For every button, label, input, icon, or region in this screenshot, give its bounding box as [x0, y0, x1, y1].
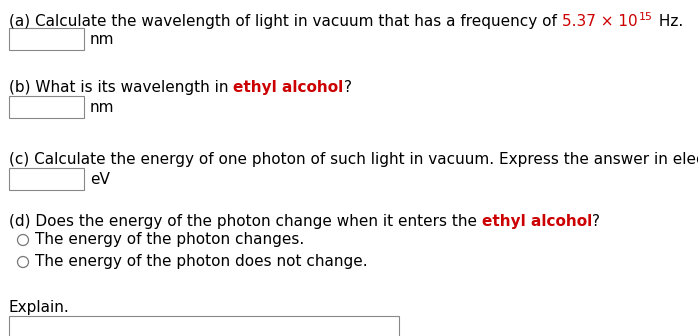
Text: The energy of the photon changes.: The energy of the photon changes.	[35, 232, 304, 247]
Text: nm: nm	[90, 99, 114, 115]
Text: eV: eV	[90, 171, 110, 186]
Text: ethyl alcohol: ethyl alcohol	[233, 80, 343, 95]
Text: ?: ?	[343, 80, 352, 95]
Text: 5.37 × 10: 5.37 × 10	[562, 14, 637, 29]
Bar	[9, 96, 84, 118]
Text: (b) What is its wavelength in: (b) What is its wavelength in	[9, 80, 233, 95]
Text: nm: nm	[90, 32, 114, 46]
Text: ?: ?	[592, 214, 600, 229]
Bar	[9, 28, 84, 50]
Text: Explain.: Explain.	[9, 300, 70, 315]
Text: (d) Does the energy of the photon change when it enters the: (d) Does the energy of the photon change…	[9, 214, 482, 229]
Text: 15: 15	[639, 12, 652, 22]
Text: Hz.: Hz.	[654, 14, 683, 29]
Text: The energy of the photon does not change.: The energy of the photon does not change…	[35, 254, 368, 269]
Text: (a) Calculate the wavelength of light in vacuum that has a frequency of: (a) Calculate the wavelength of light in…	[9, 14, 562, 29]
Text: ethyl alcohol: ethyl alcohol	[482, 214, 592, 229]
Text: (c) Calculate the energy of one photon of such light in vacuum. Express the answ: (c) Calculate the energy of one photon o…	[9, 152, 698, 167]
Bar	[9, 168, 84, 190]
Bar	[9, 316, 399, 336]
